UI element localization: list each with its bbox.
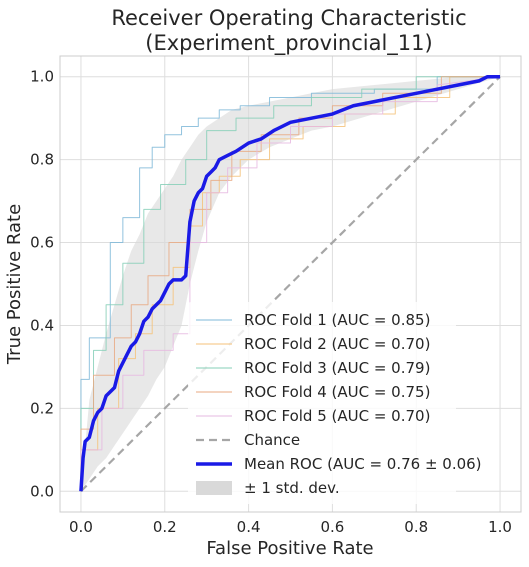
x-tick-label: 0.8 [404,518,428,536]
legend-label: ROC Fold 4 (AUC = 0.75) [244,383,430,401]
y-tick-label: 0.2 [30,399,54,417]
x-tick-labels: 0.0 0.2 0.4 0.6 0.8 1.0 [69,518,512,536]
x-tick-label: 0.6 [320,518,344,536]
y-tick-label: 0.0 [30,482,54,500]
x-tick-label: 0.0 [69,518,93,536]
legend-label: Mean ROC (AUC = 0.76 ± 0.06) [244,455,482,473]
x-tick-label: 0.4 [237,518,261,536]
series-line-7 [79,74,501,492]
series-line-1 [80,76,501,492]
legend-label: ROC Fold 1 (AUC = 0.85) [244,311,430,329]
series-line-6 [80,75,501,493]
legend-label: ROC Fold 5 (AUC = 0.70) [244,407,430,425]
legend-label: ± 1 std. dev. [244,479,340,497]
y-axis-label: True Positive Rate [4,204,25,365]
series-line-5 [80,76,501,492]
legend-label: ROC Fold 3 (AUC = 0.79) [244,359,430,377]
y-tick-label: 0.6 [30,234,54,252]
series-line-3 [80,76,501,492]
x-axis-label: False Positive Rate [206,538,373,559]
y-tick-label: 0.4 [30,316,54,334]
legend-swatch [196,481,232,495]
legend-box [188,302,456,504]
chart-title: Receiver Operating Characteristic [111,6,466,30]
legend-label: Chance [244,431,300,449]
x-tick-label: 1.0 [488,518,512,536]
chart-subtitle: (Experiment_provincial_11) [145,31,432,56]
y-tick-label: 1.0 [30,68,54,86]
x-tick-label: 0.2 [153,518,177,536]
legend: ROC Fold 1 (AUC = 0.85) ROC Fold 2 (AUC =… [188,302,482,504]
legend-label: ROC Fold 2 (AUC = 0.70) [244,335,430,353]
y-tick-labels: 0.0 0.2 0.4 0.6 0.8 1.0 [30,68,54,501]
series-layer [79,74,501,493]
y-tick-label: 0.8 [30,151,54,169]
plot-frame [59,55,522,513]
